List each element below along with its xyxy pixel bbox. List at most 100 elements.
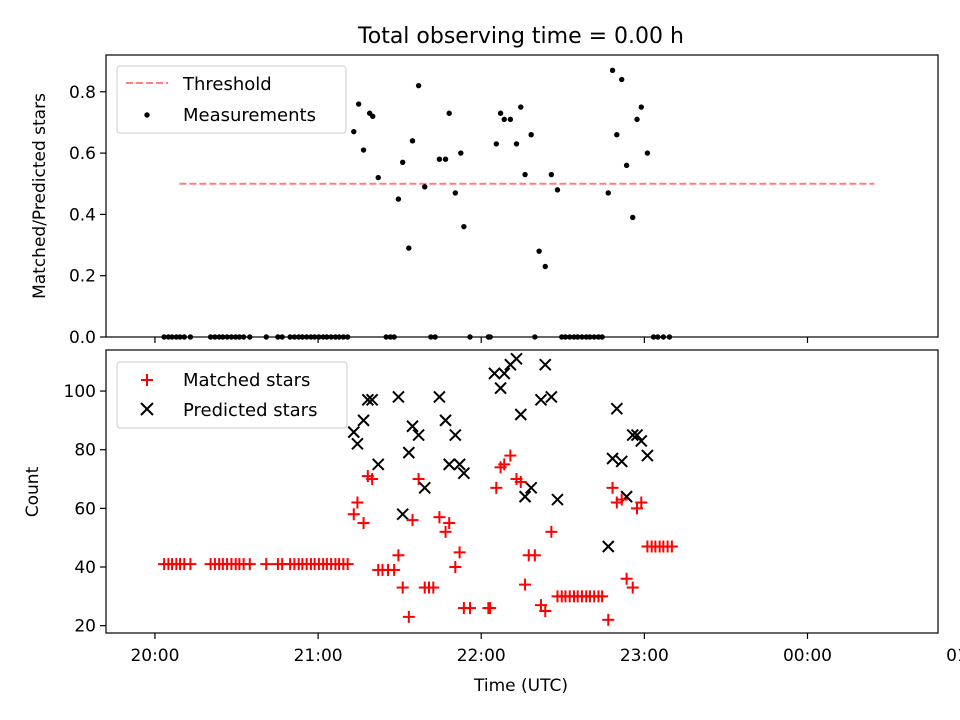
predicted-stars-point (602, 540, 615, 553)
predicted-stars-point (449, 428, 462, 442)
measurement-point (375, 174, 381, 181)
predicted-stars-point (439, 414, 452, 427)
predicted-stars-point (539, 358, 552, 371)
x-tick-label: 20:00 (130, 646, 179, 666)
predicted-stars-point (402, 446, 416, 459)
legend-predicted-marker (140, 402, 154, 416)
predicted-stars-point (610, 402, 624, 415)
measurement-point (436, 156, 443, 162)
matched-stars-point (402, 610, 415, 623)
matched-stars-point (439, 525, 452, 538)
predicted-stars-point (518, 490, 532, 503)
matched-stars-point (341, 558, 354, 571)
predicted-stars-point (442, 458, 456, 471)
measurement-point (355, 101, 362, 107)
predicted-stars-point (347, 425, 360, 439)
measurement-point (522, 171, 528, 178)
measurement-point (409, 138, 416, 144)
matched-stars-point (347, 508, 360, 521)
top-axes-frame (105, 54, 939, 338)
predicted-stars-point (551, 493, 564, 506)
matched-stars-point (504, 449, 517, 462)
bottom-y-tick-label: 40 (74, 558, 96, 578)
matched-stars-point (396, 581, 409, 594)
predicted-stars-point (630, 428, 644, 442)
predicted-stars-point (488, 367, 501, 380)
predicted-stars-point (494, 381, 507, 395)
predicted-stars-point (365, 393, 379, 407)
measurement-point (415, 82, 422, 89)
matched-stars-point (433, 511, 446, 524)
top-y-tick-label: 0.0 (69, 328, 96, 348)
predicted-stars-point (351, 437, 364, 451)
legend-measurements-label: Measurements (183, 105, 316, 126)
top-y-tick-label: 0.6 (69, 144, 96, 164)
x-axis-label: Time (UTC) (473, 676, 568, 696)
top-y-axis: 0.0 0.2 0.4 0.6 0.8 (69, 83, 106, 348)
predicted-stars-point (534, 393, 548, 407)
legend-predicted-label: Predicted stars (183, 400, 317, 421)
predicted-stars-point (433, 390, 446, 404)
measurement-point (619, 76, 625, 83)
measurement-point (507, 116, 514, 123)
predicted-stars-point (498, 367, 511, 380)
measurement-point (609, 67, 616, 74)
bottom-legend-box (116, 361, 348, 429)
measurement-point (644, 150, 651, 156)
chart-title: Total observing time = 0.00 h (357, 24, 684, 49)
top-panel: 0.00.20.40.60.8 Matched/Predicted stars … (30, 54, 939, 348)
bottom-y-axis: 20 40 60 80 100 (64, 382, 106, 637)
measurement-point (554, 187, 561, 193)
matched-stars-point (545, 525, 558, 538)
predicted-stars-point (357, 414, 370, 427)
measurement-point (497, 110, 504, 116)
bottom-x-axis: 20:0021:0022:0023:0000:0001:0002:0003:00… (130, 633, 960, 666)
bottom-plot-area (158, 352, 678, 626)
top-y-tick-label: 0.8 (69, 83, 96, 103)
predicted-stars-point (545, 390, 558, 404)
measurement-point (513, 141, 520, 147)
matched-stars-point (519, 578, 532, 591)
matched-stars-point (443, 517, 456, 530)
x-tick-label: 00:00 (783, 646, 832, 666)
matched-stars-point (602, 613, 615, 626)
bottom-y-axis-label: Count (23, 466, 43, 517)
measurement-point (542, 263, 548, 270)
legend-measurements-marker (144, 112, 150, 118)
bottom-y-tick-label: 80 (74, 441, 96, 461)
bottom-axes-frame (105, 349, 939, 634)
measurement-point (452, 190, 459, 196)
matched-stars-point (498, 458, 511, 471)
matched-stars-point (596, 590, 609, 603)
predicted-stars-point (453, 458, 466, 471)
matched-stars-point (635, 496, 648, 509)
measurement-point (461, 223, 467, 230)
predicted-stars-point (615, 455, 628, 468)
matched-stars-point (528, 549, 541, 562)
legend-threshold-label: Threshold (182, 74, 272, 95)
measurement-point (395, 196, 402, 202)
measurement-point (605, 190, 611, 196)
matched-stars-point (366, 473, 379, 486)
matched-stars-point (357, 517, 370, 530)
measurement-point (614, 131, 620, 138)
measurement-point (493, 141, 500, 147)
predicted-stars-point (406, 420, 419, 433)
bottom-y-tick-label: 60 (74, 499, 96, 519)
matched-stars-point (615, 493, 628, 506)
matched-stars-point (388, 563, 401, 576)
legend-matched-label: Matched stars (183, 370, 310, 391)
matched-stars-point (351, 496, 364, 509)
predicted-stars-point (412, 428, 425, 442)
measurement-point (446, 110, 452, 116)
top-y-tick-label: 0.4 (69, 205, 96, 225)
x-tick-label: 01:00 (946, 646, 960, 666)
measurement-point (518, 104, 524, 110)
matched-stars-point (490, 481, 503, 494)
top-y-axis-label: Matched/Predicted stars (30, 93, 50, 299)
top-x-ticks (154, 337, 809, 343)
bottom-panel: 20 40 60 80 100 20:00 21:00 22:00 23:00 00:00 01:… (23, 349, 960, 696)
bottom-legend: Matched stars Predicted stars (116, 361, 348, 429)
matched-stars-point (606, 481, 619, 494)
bottom-y-tick-label: 20 (74, 617, 96, 637)
